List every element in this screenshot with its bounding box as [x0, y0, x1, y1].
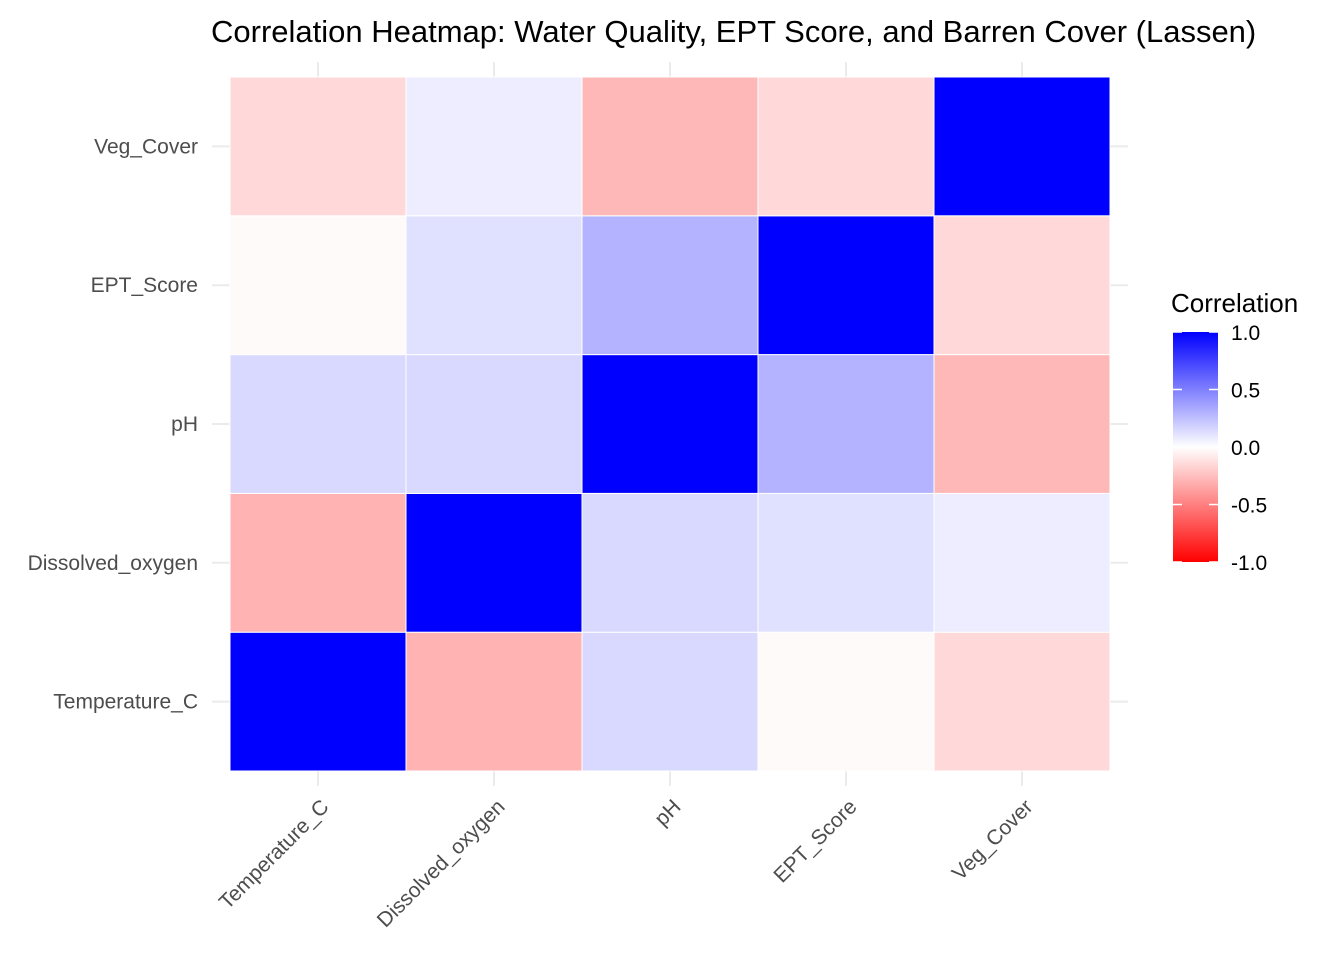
y-axis-ticks: Temperature_C Dissolved_oxygen pH EPT_Score…: [28, 135, 198, 713]
heatmap-cell: [933, 354, 1111, 494]
heatmap-cell: [581, 492, 759, 633]
heatmap-cell: [581, 354, 759, 494]
x-axis-ticks: Temperature_C Dissolved_oxygen pH EPT_Score…: [215, 795, 1038, 932]
heatmap-cell: [757, 215, 935, 356]
heatmap-cell: [581, 215, 759, 356]
legend-title: Correlation: [1171, 288, 1298, 318]
heatmap-cell: [757, 492, 935, 633]
heatmap-cell: [229, 492, 407, 633]
y-tick-label: EPT_Score: [91, 274, 198, 297]
y-tick-label: Temperature_C: [53, 691, 198, 714]
heatmap-cell: [581, 76, 759, 217]
heatmap-cell: [229, 215, 407, 356]
x-tick-label: pH: [650, 795, 685, 830]
legend-tick-label: -1.0: [1231, 552, 1267, 575]
heatmap-cell: [405, 631, 583, 772]
heatmap-cell: [933, 215, 1111, 356]
heatmap-cell: [933, 492, 1111, 633]
y-tick-label: pH: [171, 413, 198, 436]
x-tick-label: Dissolved_oxygen: [373, 795, 510, 932]
legend-tick-label: 0.5: [1231, 380, 1260, 403]
heatmap-cells: [229, 76, 1111, 772]
heatmap-cell: [405, 492, 583, 633]
x-tick-label: Veg_Cover: [948, 795, 1038, 885]
x-tick-label: Temperature_C: [215, 795, 334, 914]
x-tick-label: EPT_Score: [769, 795, 861, 887]
heatmap-cell: [581, 631, 759, 772]
heatmap-cell: [229, 354, 407, 494]
chart-title: Correlation Heatmap: Water Quality, EPT …: [211, 14, 1256, 49]
legend-tick-label: -0.5: [1231, 495, 1267, 518]
y-tick-label: Veg_Cover: [94, 135, 198, 158]
heatmap-cell: [933, 76, 1111, 217]
legend: Correlation 1.0 0.5 0.0 -0.5 -1.0: [1171, 288, 1298, 575]
heatmap-cell: [405, 215, 583, 356]
heatmap-cell: [757, 631, 935, 772]
heatmap-cell: [757, 354, 935, 494]
legend-tick-label: 0.0: [1231, 437, 1260, 460]
heatmap-cell: [405, 76, 583, 217]
heatmap-cell: [757, 76, 935, 217]
legend-tick-label: 1.0: [1231, 322, 1260, 345]
heatmap-cell: [229, 631, 407, 772]
legend-ticks: 1.0 0.5 0.0 -0.5 -1.0: [1173, 322, 1267, 575]
heatmap-cell: [405, 354, 583, 494]
heatmap-cell: [933, 631, 1111, 772]
y-tick-label: Dissolved_oxygen: [28, 552, 198, 575]
heatmap-cell: [229, 76, 407, 217]
